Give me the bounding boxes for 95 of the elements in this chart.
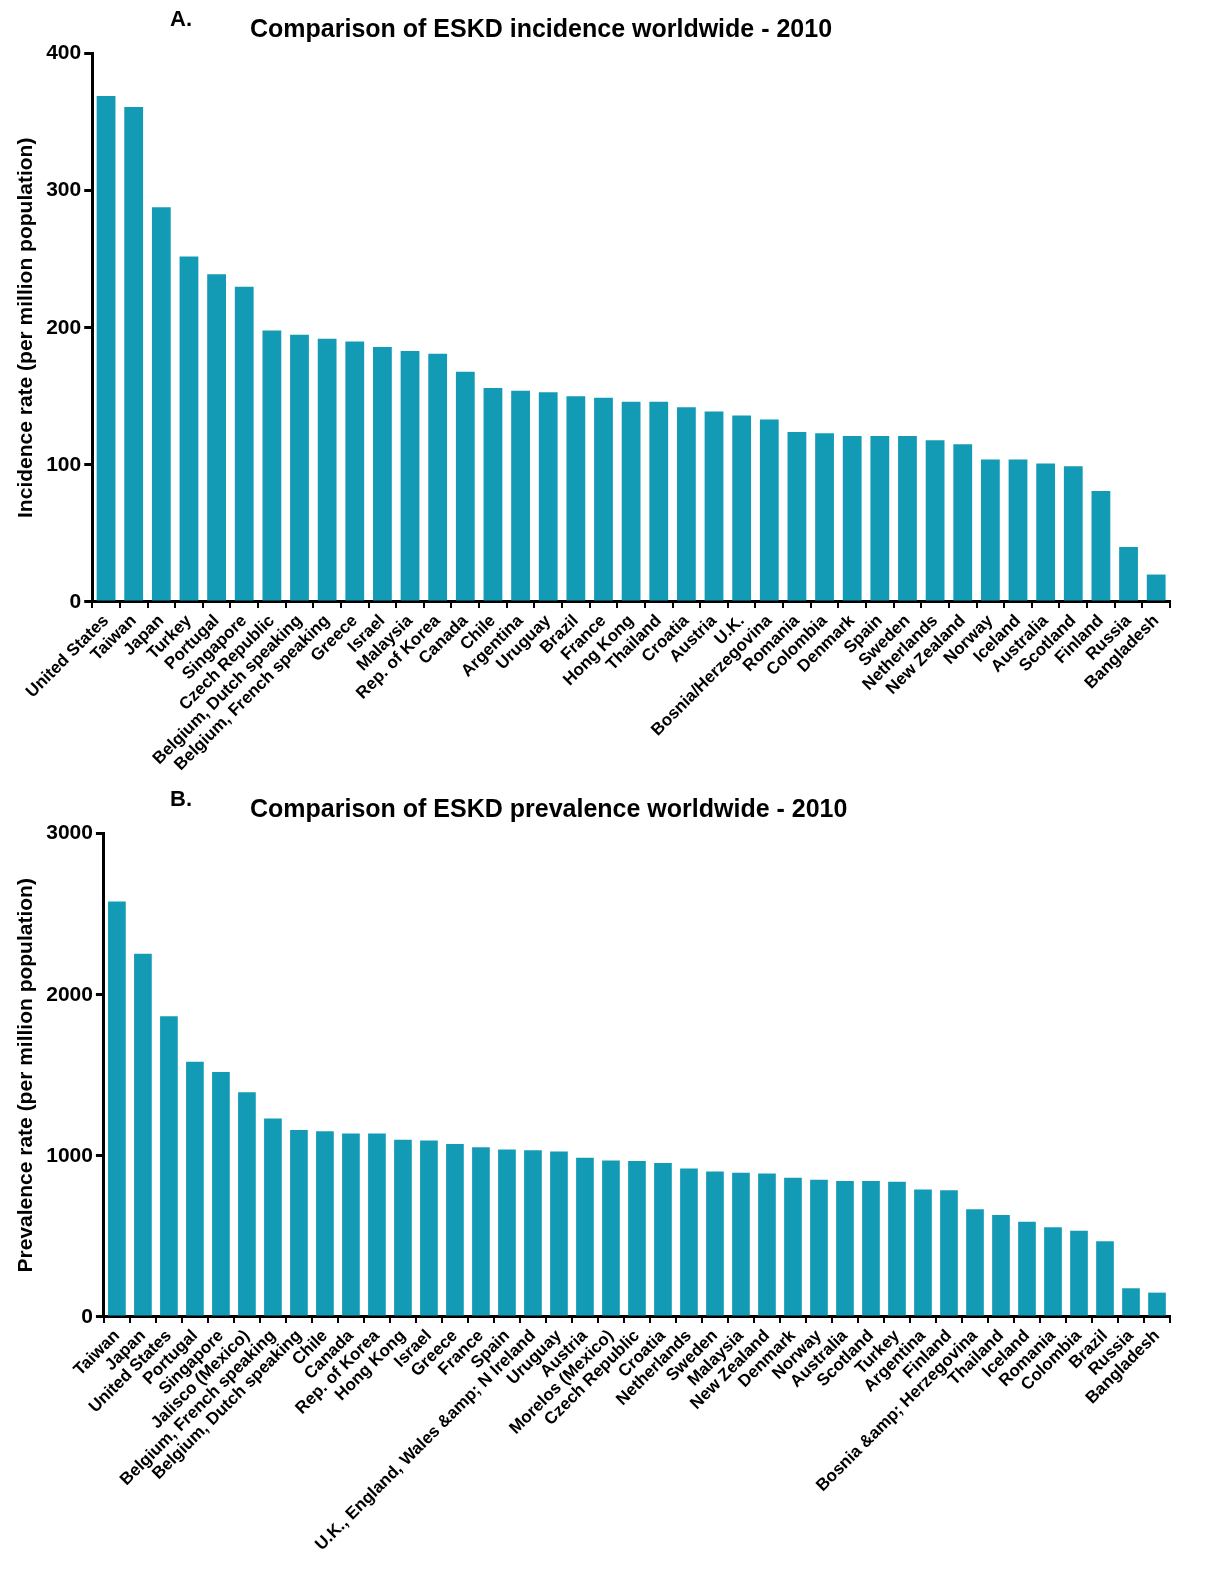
y-tick-label: 0 bbox=[81, 1303, 93, 1327]
bar bbox=[207, 274, 226, 601]
bar bbox=[186, 1061, 204, 1316]
bar bbox=[704, 411, 724, 601]
bar bbox=[758, 1173, 776, 1316]
bar bbox=[836, 1180, 854, 1316]
y-tick-label: 300 bbox=[46, 177, 82, 201]
chart-title: Comparison of ESKD incidence worldwide - 2010 bbox=[250, 14, 833, 43]
bar bbox=[888, 1181, 906, 1316]
bar bbox=[1008, 459, 1028, 601]
bar bbox=[446, 1144, 464, 1316]
bar bbox=[862, 1180, 880, 1316]
bar bbox=[160, 1016, 178, 1316]
bar bbox=[925, 440, 945, 601]
bar bbox=[810, 1179, 828, 1316]
bar bbox=[394, 1139, 412, 1316]
bar bbox=[732, 1172, 750, 1316]
bar bbox=[212, 1071, 230, 1316]
bar bbox=[870, 436, 890, 601]
bar bbox=[345, 341, 365, 601]
y-tick-label: 3000 bbox=[46, 820, 93, 844]
bar bbox=[550, 1151, 568, 1316]
bar bbox=[654, 1162, 672, 1316]
bar bbox=[264, 1118, 282, 1316]
bar bbox=[234, 286, 254, 601]
bar bbox=[538, 392, 558, 601]
bar bbox=[290, 334, 309, 601]
chart-title: Comparison of ESKD prevalence worldwide - 2010 bbox=[250, 794, 848, 823]
bar bbox=[151, 207, 171, 601]
text: A. bbox=[170, 6, 192, 32]
bar bbox=[179, 256, 199, 601]
bar bbox=[1122, 1288, 1140, 1316]
bar bbox=[317, 338, 337, 601]
bar bbox=[472, 1147, 490, 1316]
bar bbox=[1063, 466, 1083, 601]
bar bbox=[966, 1209, 984, 1316]
y-axis-title: Incidence rate (per million population) bbox=[13, 137, 37, 518]
bar bbox=[524, 1150, 542, 1316]
bar bbox=[498, 1149, 516, 1316]
bar bbox=[1148, 1292, 1166, 1316]
bar bbox=[602, 1160, 620, 1316]
bar bbox=[238, 1092, 256, 1316]
bar bbox=[953, 444, 973, 601]
bar bbox=[940, 1190, 958, 1316]
bar bbox=[1091, 490, 1111, 601]
bar bbox=[1044, 1227, 1062, 1316]
bar bbox=[815, 433, 834, 601]
bar bbox=[842, 436, 862, 601]
bar bbox=[566, 396, 586, 601]
text: B. bbox=[170, 786, 192, 812]
bar bbox=[576, 1157, 594, 1316]
y-tick-label: 100 bbox=[46, 451, 82, 475]
bar bbox=[1119, 547, 1138, 601]
y-tick-label: 0 bbox=[69, 588, 82, 612]
bar bbox=[676, 407, 696, 601]
bar bbox=[898, 436, 917, 601]
bar bbox=[108, 901, 126, 1316]
bar bbox=[1036, 463, 1056, 601]
bar bbox=[262, 330, 282, 601]
bar bbox=[594, 397, 613, 601]
bar bbox=[316, 1131, 334, 1316]
bar bbox=[1018, 1221, 1036, 1316]
bar bbox=[1146, 574, 1166, 601]
bar bbox=[483, 388, 503, 601]
y-tick-label: 200 bbox=[46, 314, 82, 338]
bar bbox=[1096, 1241, 1114, 1316]
y-tick-label: 400 bbox=[46, 40, 82, 64]
bar bbox=[649, 401, 669, 601]
bar bbox=[511, 390, 530, 601]
bar bbox=[134, 953, 152, 1316]
bar bbox=[628, 1160, 646, 1316]
y-tick-label: 1000 bbox=[46, 1142, 93, 1166]
bar bbox=[428, 353, 448, 601]
bar bbox=[368, 1133, 386, 1316]
bar bbox=[290, 1129, 308, 1316]
y-tick-label: 2000 bbox=[46, 981, 93, 1005]
bar bbox=[980, 459, 1000, 601]
bar bbox=[784, 1177, 802, 1316]
bar bbox=[342, 1133, 360, 1316]
bar bbox=[706, 1171, 724, 1316]
y-axis-title: Prevalence rate (per million population) bbox=[13, 878, 37, 1273]
bar bbox=[96, 96, 116, 601]
bar bbox=[680, 1168, 698, 1316]
bar bbox=[732, 415, 752, 601]
bar bbox=[992, 1214, 1010, 1316]
bar bbox=[420, 1140, 438, 1316]
bar bbox=[455, 371, 475, 601]
bar bbox=[373, 346, 392, 601]
bar bbox=[1070, 1230, 1088, 1316]
bar bbox=[400, 351, 420, 601]
bar bbox=[124, 107, 144, 601]
bar bbox=[787, 431, 807, 601]
bar bbox=[759, 419, 779, 601]
bar bbox=[914, 1189, 932, 1316]
bar bbox=[621, 401, 641, 601]
